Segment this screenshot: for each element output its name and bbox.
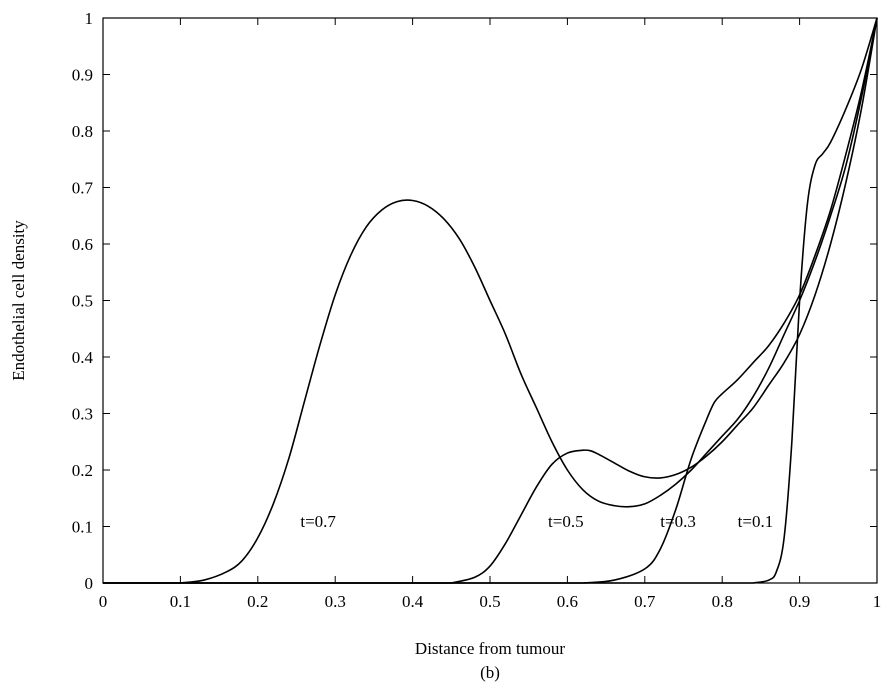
x-tick-label: 0.9 bbox=[789, 592, 810, 611]
x-tick-label: 1 bbox=[873, 592, 882, 611]
y-tick-label: 0.6 bbox=[72, 235, 93, 254]
y-tick-label: 0.5 bbox=[72, 292, 93, 311]
y-tick-label: 0.9 bbox=[72, 66, 93, 85]
y-tick-label: 0 bbox=[85, 574, 94, 593]
curves bbox=[103, 17, 878, 584]
x-tick-label: 0.3 bbox=[325, 592, 346, 611]
series-line-t-0-1 bbox=[103, 17, 878, 584]
y-axis-title: Endothelial cell density bbox=[9, 220, 28, 381]
chart-subtitle: (b) bbox=[480, 663, 500, 682]
axis-ticks: 0 0.1 0.2 0.3 0.4 0.5 0.6 0.7 0.8 0.9 1 0 0.1 0.2 0.3 0… bbox=[72, 9, 882, 611]
y-tick-label: 0.8 bbox=[72, 122, 93, 141]
x-tick-label: 0.1 bbox=[170, 592, 191, 611]
x-tick-label: 0.2 bbox=[247, 592, 268, 611]
y-tick-label: 0.3 bbox=[72, 405, 93, 424]
y-tick-label: 0.1 bbox=[72, 518, 93, 537]
y-tick-label: 0.4 bbox=[72, 348, 94, 367]
x-tick-label: 0.7 bbox=[634, 592, 656, 611]
series-label: t=0.3 bbox=[660, 512, 696, 531]
y-tick-label: 0.2 bbox=[72, 461, 93, 480]
series-label: t=0.5 bbox=[548, 512, 584, 531]
plot-frame bbox=[102, 17, 878, 584]
x-tick-label: 0.5 bbox=[479, 592, 500, 611]
series-label: t=0.1 bbox=[738, 512, 774, 531]
x-axis-title: Distance from tumour bbox=[415, 639, 565, 658]
series-line-t-0-5 bbox=[103, 17, 878, 584]
series-labels: t=0.1 t=0.3 t=0.5 t=0.7 bbox=[300, 512, 773, 531]
y-tick-label: 1 bbox=[85, 9, 94, 28]
series-label: t=0.7 bbox=[300, 512, 336, 531]
x-tick-label: 0.8 bbox=[712, 592, 733, 611]
x-tick-label: 0.6 bbox=[557, 592, 578, 611]
series-line-t-0-3 bbox=[103, 17, 878, 584]
series-line-t-0-7 bbox=[103, 17, 878, 584]
x-tick-label: 0 bbox=[99, 592, 108, 611]
y-tick-label: 0.7 bbox=[72, 179, 94, 198]
x-tick-label: 0.4 bbox=[402, 592, 424, 611]
